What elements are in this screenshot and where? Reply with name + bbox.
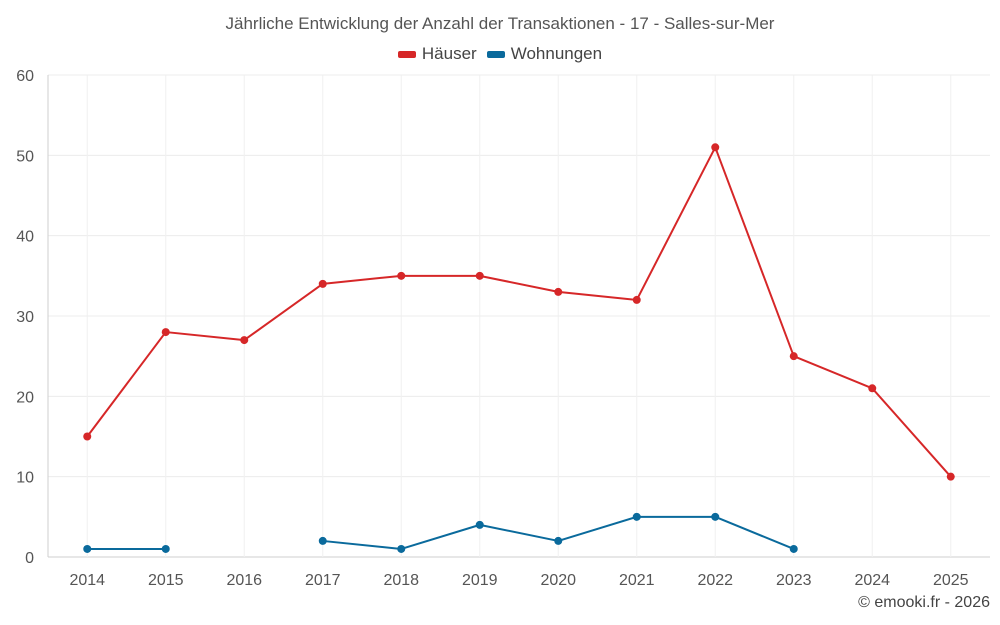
y-tick-label: 10	[16, 470, 34, 487]
chart-title: Jährliche Entwicklung der Anzahl der Tra…	[225, 14, 775, 33]
series-line-haeuser	[86, 146, 952, 478]
data-point-haeuser	[946, 472, 955, 481]
legend-item-wohnungen[interactable]: Wohnungen	[486, 44, 603, 64]
x-tick-label: 2022	[697, 572, 733, 589]
x-tick-label: 2025	[933, 572, 969, 589]
data-point-haeuser	[632, 295, 641, 304]
data-point-haeuser	[161, 328, 170, 337]
data-point-haeuser	[240, 336, 249, 345]
legend: Häuser Wohnungen	[0, 44, 1000, 64]
y-tick-label: 30	[16, 309, 34, 326]
legend-swatch-haeuser	[397, 50, 416, 58]
x-tick-label: 2019	[462, 572, 498, 589]
data-point-haeuser	[554, 287, 563, 296]
data-point-haeuser	[475, 271, 484, 280]
x-tick-label: 2023	[776, 572, 812, 589]
data-point-wohnungen	[161, 544, 170, 553]
data-point-wohnungen	[632, 512, 641, 521]
x-tick-label: 2017	[305, 572, 341, 589]
x-tick-label: 2016	[226, 572, 262, 589]
x-tick-label: 2014	[69, 572, 105, 589]
data-point-haeuser	[83, 432, 92, 441]
data-point-wohnungen	[554, 536, 563, 545]
legend-swatch-wohnungen	[486, 50, 505, 58]
x-tick-label: 2021	[619, 572, 655, 589]
data-point-wohnungen	[83, 544, 92, 553]
credit-text: © emooki.fr - 2026	[858, 594, 990, 611]
legend-label-haeuser: Häuser	[421, 44, 477, 63]
legend-item-haeuser[interactable]: Häuser	[397, 44, 477, 64]
y-tick-label: 20	[16, 389, 34, 406]
legend-label-wohnungen: Wohnungen	[510, 44, 603, 63]
x-tick-label: 2020	[540, 572, 576, 589]
data-point-wohnungen	[318, 536, 327, 545]
data-point-haeuser	[711, 143, 720, 152]
data-point-wohnungen	[475, 520, 484, 529]
data-point-haeuser	[868, 384, 877, 393]
x-tick-label: 2018	[383, 572, 419, 589]
data-point-wohnungen	[711, 512, 720, 521]
data-point-haeuser	[397, 271, 406, 280]
y-tick-label: 40	[16, 229, 34, 246]
data-point-wohnungen	[789, 544, 798, 553]
y-tick-label: 0	[25, 550, 34, 567]
x-tick-label: 2015	[148, 572, 184, 589]
data-point-wohnungen	[397, 544, 406, 553]
x-tick-label: 2024	[854, 572, 890, 589]
y-tick-label: 50	[16, 148, 34, 165]
y-tick-label: 60	[16, 68, 34, 85]
data-point-haeuser	[318, 279, 327, 288]
data-point-haeuser	[789, 352, 798, 361]
